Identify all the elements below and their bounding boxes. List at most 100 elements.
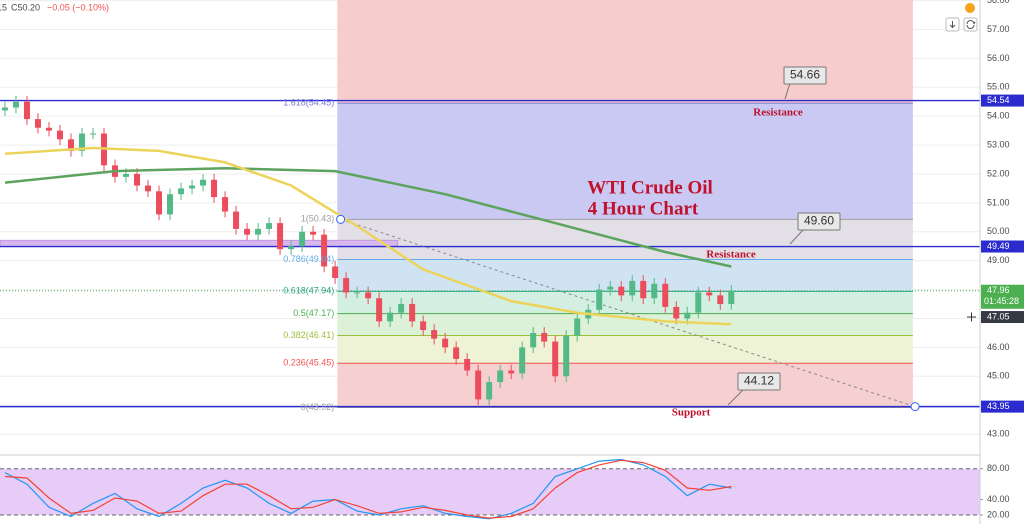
fib-zone: [337, 363, 913, 408]
candle-body: [156, 191, 163, 215]
candle-body: [145, 185, 152, 192]
oscillator-line: [4, 458, 732, 520]
candle-body: [530, 332, 537, 348]
y-tick-label: 49.00: [987, 255, 1010, 265]
price-badge-label: 54.54: [987, 95, 1010, 105]
chart-subtitle: 4 Hour Chart: [588, 198, 699, 219]
candle-body: [596, 289, 603, 310]
price-badge: [981, 284, 1024, 309]
reset-icon: [966, 20, 976, 29]
candle-body: [453, 347, 460, 359]
candle-body: [255, 228, 262, 235]
candle-body: [244, 228, 251, 235]
alert-icon[interactable]: [965, 3, 975, 13]
y-tick-label: 57.00: [987, 24, 1010, 34]
oscillator-line: [4, 459, 732, 519]
candle-body: [508, 370, 515, 374]
annotation: Resistance: [753, 107, 803, 119]
price-badge: [981, 240, 1024, 253]
candle-body: [365, 292, 372, 299]
candle-body: [67, 139, 74, 151]
candle-body: [12, 101, 19, 108]
candle-body: [343, 278, 350, 293]
scroll-icon: [949, 21, 956, 29]
y-tick-label: 45.00: [987, 371, 1010, 381]
candle-body: [475, 370, 482, 400]
candle-body: [167, 194, 174, 215]
candle-body: [332, 266, 339, 279]
fib-label: 1(50.43): [301, 214, 335, 224]
candle-body: [34, 119, 41, 128]
callout-box: [783, 66, 827, 85]
reset-button[interactable]: [963, 17, 978, 32]
candle-body: [673, 306, 680, 319]
callout-pointer: [784, 82, 791, 100]
candle-body: [23, 101, 30, 120]
y-tick-label: 52.00: [987, 168, 1010, 178]
candle-body: [420, 321, 427, 331]
annotation: Resistance: [706, 249, 756, 261]
candle-body: [233, 211, 240, 229]
candle-body: [629, 280, 636, 296]
fib-top-zone: [337, 0, 913, 104]
candle-body: [662, 283, 669, 307]
candle-body: [277, 223, 284, 250]
trendline: [340, 218, 916, 408]
annotation: Support: [672, 407, 711, 419]
fib-zone: [337, 313, 913, 336]
candle-body: [618, 286, 625, 296]
candle-body: [552, 341, 559, 377]
candle-body: [387, 312, 394, 322]
price-badge-label: 49.49: [987, 241, 1010, 251]
candle-body: [398, 304, 405, 313]
candle-body: [574, 318, 581, 336]
candle-body: [706, 292, 713, 296]
y-tick-label: 46.00: [987, 342, 1010, 352]
candle-body: [728, 290, 735, 305]
candle-body: [717, 295, 724, 305]
candle-body: [497, 370, 504, 383]
oscillator-band: [0, 468, 980, 515]
fib-label: 0(43.92): [301, 402, 335, 412]
candle-body: [651, 283, 658, 299]
fib-label: 0.618(47.94): [283, 286, 334, 296]
callout-pointer: [727, 388, 745, 406]
fib-zone: [337, 335, 913, 364]
candle-body: [640, 280, 647, 299]
y-tick-label: 56.00: [987, 53, 1010, 63]
candle-body: [310, 231, 317, 235]
chart-title: WTI Crude Oil: [587, 177, 713, 198]
price-badge-label: 47.05: [987, 311, 1010, 321]
callout-label: 49.60: [804, 214, 834, 228]
candle-body: [607, 286, 614, 290]
moving-average: [4, 166, 732, 268]
y-tick-label: 58.00: [987, 0, 1010, 5]
candle-body: [222, 197, 229, 212]
candle-body: [486, 382, 493, 400]
crosshair-icon: [967, 312, 976, 322]
change-label: −0.05 (−0.10%): [47, 2, 109, 12]
price-badge: [981, 94, 1024, 107]
candle-body: [442, 338, 449, 348]
candle-body: [695, 292, 702, 313]
candle-body: [321, 234, 328, 267]
price-badge: [981, 400, 1024, 413]
candle-body: [431, 330, 438, 339]
candle-body: [464, 358, 471, 371]
candle-body: [200, 179, 207, 186]
moving-average: [4, 146, 732, 326]
fib-zone: [337, 259, 913, 292]
candle-body: [684, 312, 691, 319]
fib-label: 0.786(49.04): [283, 254, 334, 264]
fib-zone: [337, 291, 913, 314]
price-badge-label: 47.96: [987, 285, 1010, 295]
candle-body: [299, 231, 306, 247]
countdown-label: 01:45:28: [984, 296, 1019, 306]
candle-body: [376, 298, 383, 322]
trendline-handle: [910, 402, 920, 412]
interval-label: 15: [0, 2, 7, 12]
close-label: C50.20: [11, 2, 40, 12]
callout-label: 44.12: [744, 374, 774, 388]
y-tick-label: 54.00: [987, 111, 1010, 121]
candle-body: [563, 335, 570, 377]
